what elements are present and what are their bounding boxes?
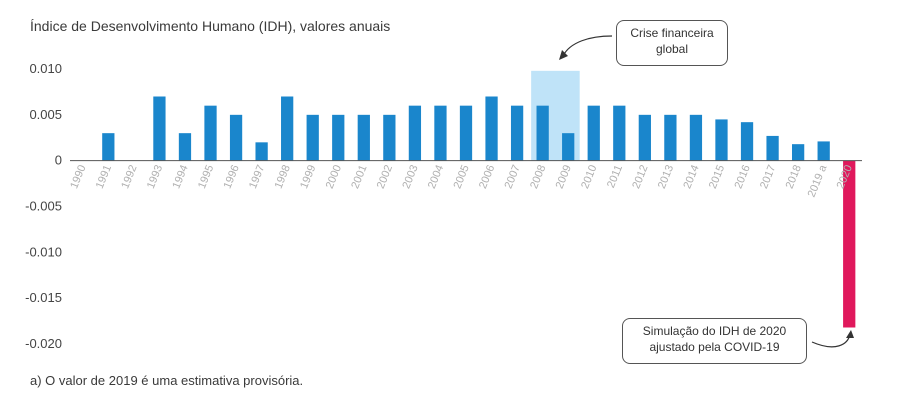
x-tick-label: 2001: [349, 163, 369, 190]
bar-2011: [613, 105, 626, 161]
bar-2016: [740, 122, 754, 161]
bar-2006: [485, 96, 498, 161]
covid-callout-line-2: ajustado pela COVID-19: [649, 340, 780, 354]
bar-1991: [102, 133, 115, 161]
covid-arrow: [811, 333, 851, 348]
x-tick-label: 2003: [400, 163, 420, 190]
crisis-arrow: [562, 35, 613, 57]
bar-1995: [204, 105, 217, 161]
x-tick-label: 1992: [119, 163, 139, 190]
bar-1998: [281, 96, 294, 161]
crisis-callout-line-1: Crise financeira: [630, 26, 714, 40]
footnote: a) O valor de 2019 é uma estimativa prov…: [30, 373, 304, 388]
bar-2007: [510, 105, 524, 161]
bar-1994: [178, 133, 192, 161]
x-tick-label: 1999: [298, 163, 318, 190]
x-tick-label: 2002: [375, 163, 395, 190]
chart-title: Índice de Desenvolvimento Humano (IDH), …: [30, 18, 391, 34]
y-tick-label: 0.010: [29, 61, 62, 76]
x-tick-label: 2007: [503, 163, 523, 190]
x-tick-label: 2008: [528, 163, 548, 190]
y-tick-label: 0: [55, 153, 62, 168]
bar-2020: [843, 160, 856, 328]
bar-2001: [357, 114, 370, 161]
bar-2014: [689, 114, 703, 161]
x-tick-label: 2010: [579, 163, 599, 190]
bar-1997: [255, 142, 268, 161]
covid-callout-line-1: Simulação do IDH de 2020: [642, 324, 787, 338]
bar-2008: [536, 105, 549, 161]
x-tick-label: 2014: [681, 163, 701, 190]
crisis-callout-line-2: global: [655, 42, 689, 56]
x-tick-label: 2006: [477, 163, 497, 190]
bar-1999: [306, 114, 319, 161]
x-tick-label: 1994: [170, 163, 190, 190]
x-tick-label: 2011: [605, 163, 625, 189]
y-tick-label: -0.010: [25, 244, 62, 259]
y-tick-label: -0.005: [25, 199, 62, 214]
x-tick-label: 2017: [758, 163, 778, 190]
x-tick-label: 1993: [145, 163, 165, 190]
bar-2009: [562, 133, 575, 161]
bar-2018: [791, 144, 805, 161]
x-tick-label: 2019 a: [806, 162, 830, 199]
bar-2012: [638, 114, 651, 161]
y-tick-label: 0.005: [29, 107, 62, 122]
bar-2017: [766, 135, 779, 161]
crisis-arrow-head: [559, 50, 568, 60]
covid-arrow-head: [846, 330, 854, 338]
y-tick-label: -0.015: [25, 290, 62, 305]
bar-2002: [383, 114, 396, 161]
x-tick-label: 2000: [324, 163, 344, 190]
x-tick-label: 1991: [94, 163, 114, 190]
x-tick-label: 2012: [630, 163, 650, 190]
x-tick-label: 1996: [222, 163, 242, 190]
x-tick-label: 2004: [426, 163, 446, 190]
bar-2000: [332, 114, 345, 161]
x-tick-label: 2005: [451, 163, 471, 190]
bar-1996: [229, 114, 243, 161]
bar-2003: [408, 105, 422, 161]
crisis-callout: Crise financeira global: [616, 20, 728, 66]
x-tick-label: 2018: [784, 163, 804, 190]
bar-2013: [664, 114, 677, 161]
bar-2005: [459, 105, 473, 161]
x-tick-label: 2015: [707, 163, 727, 190]
bar-2015: [715, 119, 728, 161]
bar-2010: [587, 105, 600, 161]
x-tick-label: 1995: [196, 163, 216, 190]
x-tick-label: 1998: [273, 163, 293, 190]
bar-1993: [153, 96, 166, 161]
x-tick-label: 1997: [247, 163, 267, 190]
y-tick-label: -0.020: [25, 336, 62, 351]
x-tick-label: 1990: [68, 163, 88, 190]
bar-2004: [434, 105, 447, 161]
covid-callout: Simulação do IDH de 2020 ajustado pela C…: [622, 318, 807, 364]
x-tick-label: 2013: [656, 163, 676, 190]
x-tick-label: 2009: [554, 163, 574, 190]
x-tick-label: 2016: [733, 163, 753, 190]
bar-2019: [817, 141, 830, 161]
